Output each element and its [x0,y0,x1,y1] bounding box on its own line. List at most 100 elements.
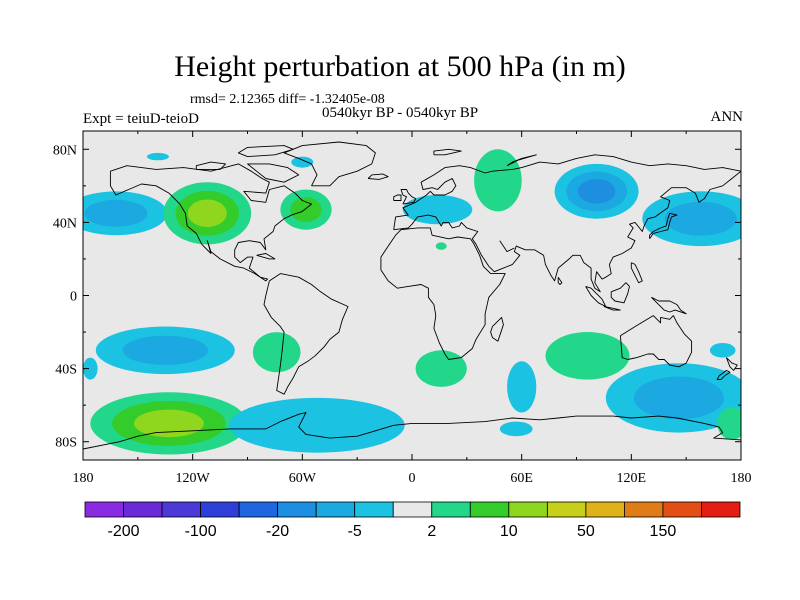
anomaly-contour [435,242,447,250]
colorbar-label: 50 [577,523,595,540]
axis-ticks: 180 120W 60W 0 60E 120E 180 80N 40N 0 40S 80S [53,131,752,486]
anomaly-contour [134,409,204,438]
coastline-australia [619,315,693,368]
y-tick-label: 40S [55,363,77,378]
x-tick-label: 180 [73,471,94,486]
anomaly-contour [507,361,537,413]
colorbar-box [701,501,741,518]
coastline-ellesmere [237,145,294,158]
anomaly-blob [709,343,736,358]
y-tick-label: 80N [53,143,77,158]
anomaly-blob [474,149,522,212]
y-tick-label: 40N [53,216,77,231]
anomaly-contour [577,179,616,204]
anomaly-blob [717,407,741,440]
plot-subtitle: 0540kyr BP - 0540kyr BP [321,105,479,121]
anomaly-blob [163,182,252,245]
colorbar-box [662,501,702,518]
anomaly-contour [252,332,301,373]
colorbar-box [161,501,201,518]
anomaly-blob [499,421,533,437]
colorbar-box [585,501,625,518]
x-tick-label: 0 [409,471,416,486]
anomaly-contour [290,197,322,223]
anomaly-layer [83,149,741,455]
x-tick-label: 60E [510,471,533,486]
colorbar-box [238,501,279,518]
colorbar-box [315,501,356,518]
coastline-new-zealand-south [716,370,731,381]
colorbar-box [546,501,587,518]
anomaly-contour [122,335,208,365]
colorbar-box [200,501,240,518]
coastline-eurasia [393,154,741,293]
anomaly-contour [146,152,169,161]
anomaly-contour [545,332,630,380]
coastline-south-america [263,273,349,395]
colorbar-box [624,501,664,518]
colorbar-box [392,501,433,518]
season-label: ANN [710,109,744,125]
anomaly-contour [499,421,533,437]
anomaly-blob [642,191,741,247]
coastline-sri-lanka [557,276,563,285]
anomaly-contour [415,350,467,387]
coastline-africa [380,227,506,360]
anomaly-contour [633,376,724,420]
colorbar-label: -20 [266,523,289,540]
anomaly-blob [415,350,467,387]
coastline-new-zealand-north [725,357,738,371]
colorbar-box [123,501,163,518]
y-tick-label: 0 [70,290,77,305]
coastline-greenland [283,141,376,187]
x-tick-label: 120E [617,471,647,486]
colorbar: -200 -100 -20 -5 2 10 50 150 [84,501,741,540]
coastline-victoria-island [195,161,227,170]
anomaly-blob [146,152,169,161]
anomaly-contour [709,343,736,358]
coastline-new-guinea [651,296,687,315]
anomaly-blob [90,392,248,455]
coastline-arabia-gulf [499,240,515,253]
coastline-iceland [367,173,389,180]
anomaly-contour [229,397,405,453]
coastline-novaya-zemlya [506,154,537,167]
coastline-north-america [109,163,312,282]
coastline-baffin-island [247,163,300,183]
anomaly-blob [291,156,314,168]
anomaly-contour [291,156,314,168]
coastline-ireland [393,194,402,201]
coastline-java [603,306,621,311]
colorbar-box [84,501,124,518]
colorbar-label: -5 [348,523,362,540]
colorbar-box [469,501,510,518]
anomaly-blob [605,363,741,433]
colorbar-box [277,501,317,518]
anomaly-contour [187,199,227,228]
colorbar-box [508,501,548,518]
anomaly-blob [252,332,301,373]
coastline-borneo [610,282,630,304]
colorbar-box [354,501,394,518]
anomaly-contour [474,149,522,212]
anomaly-blob [83,191,168,236]
coastline-madagascar [490,316,504,342]
anomaly-contour [84,199,148,227]
colorbar-label: 150 [650,523,677,540]
anomaly-contour [664,201,737,236]
coastline-layer [83,141,741,450]
coastline-japan [649,212,678,240]
colorbar-label: -200 [107,523,139,540]
anomaly-blob [545,332,630,380]
coastline-great-britain [400,189,417,205]
x-tick-label: 120W [176,471,211,486]
anomaly-contour [717,407,741,440]
anomaly-blob [95,326,235,375]
plot-title: Height perturbation at 500 hPa (in m) [174,50,626,83]
anomaly-blob [229,397,405,453]
colorbar-label: 10 [500,523,518,540]
anomaly-blob [435,242,447,250]
coastline-philippines [630,262,643,284]
coastline-cuba [256,253,276,260]
